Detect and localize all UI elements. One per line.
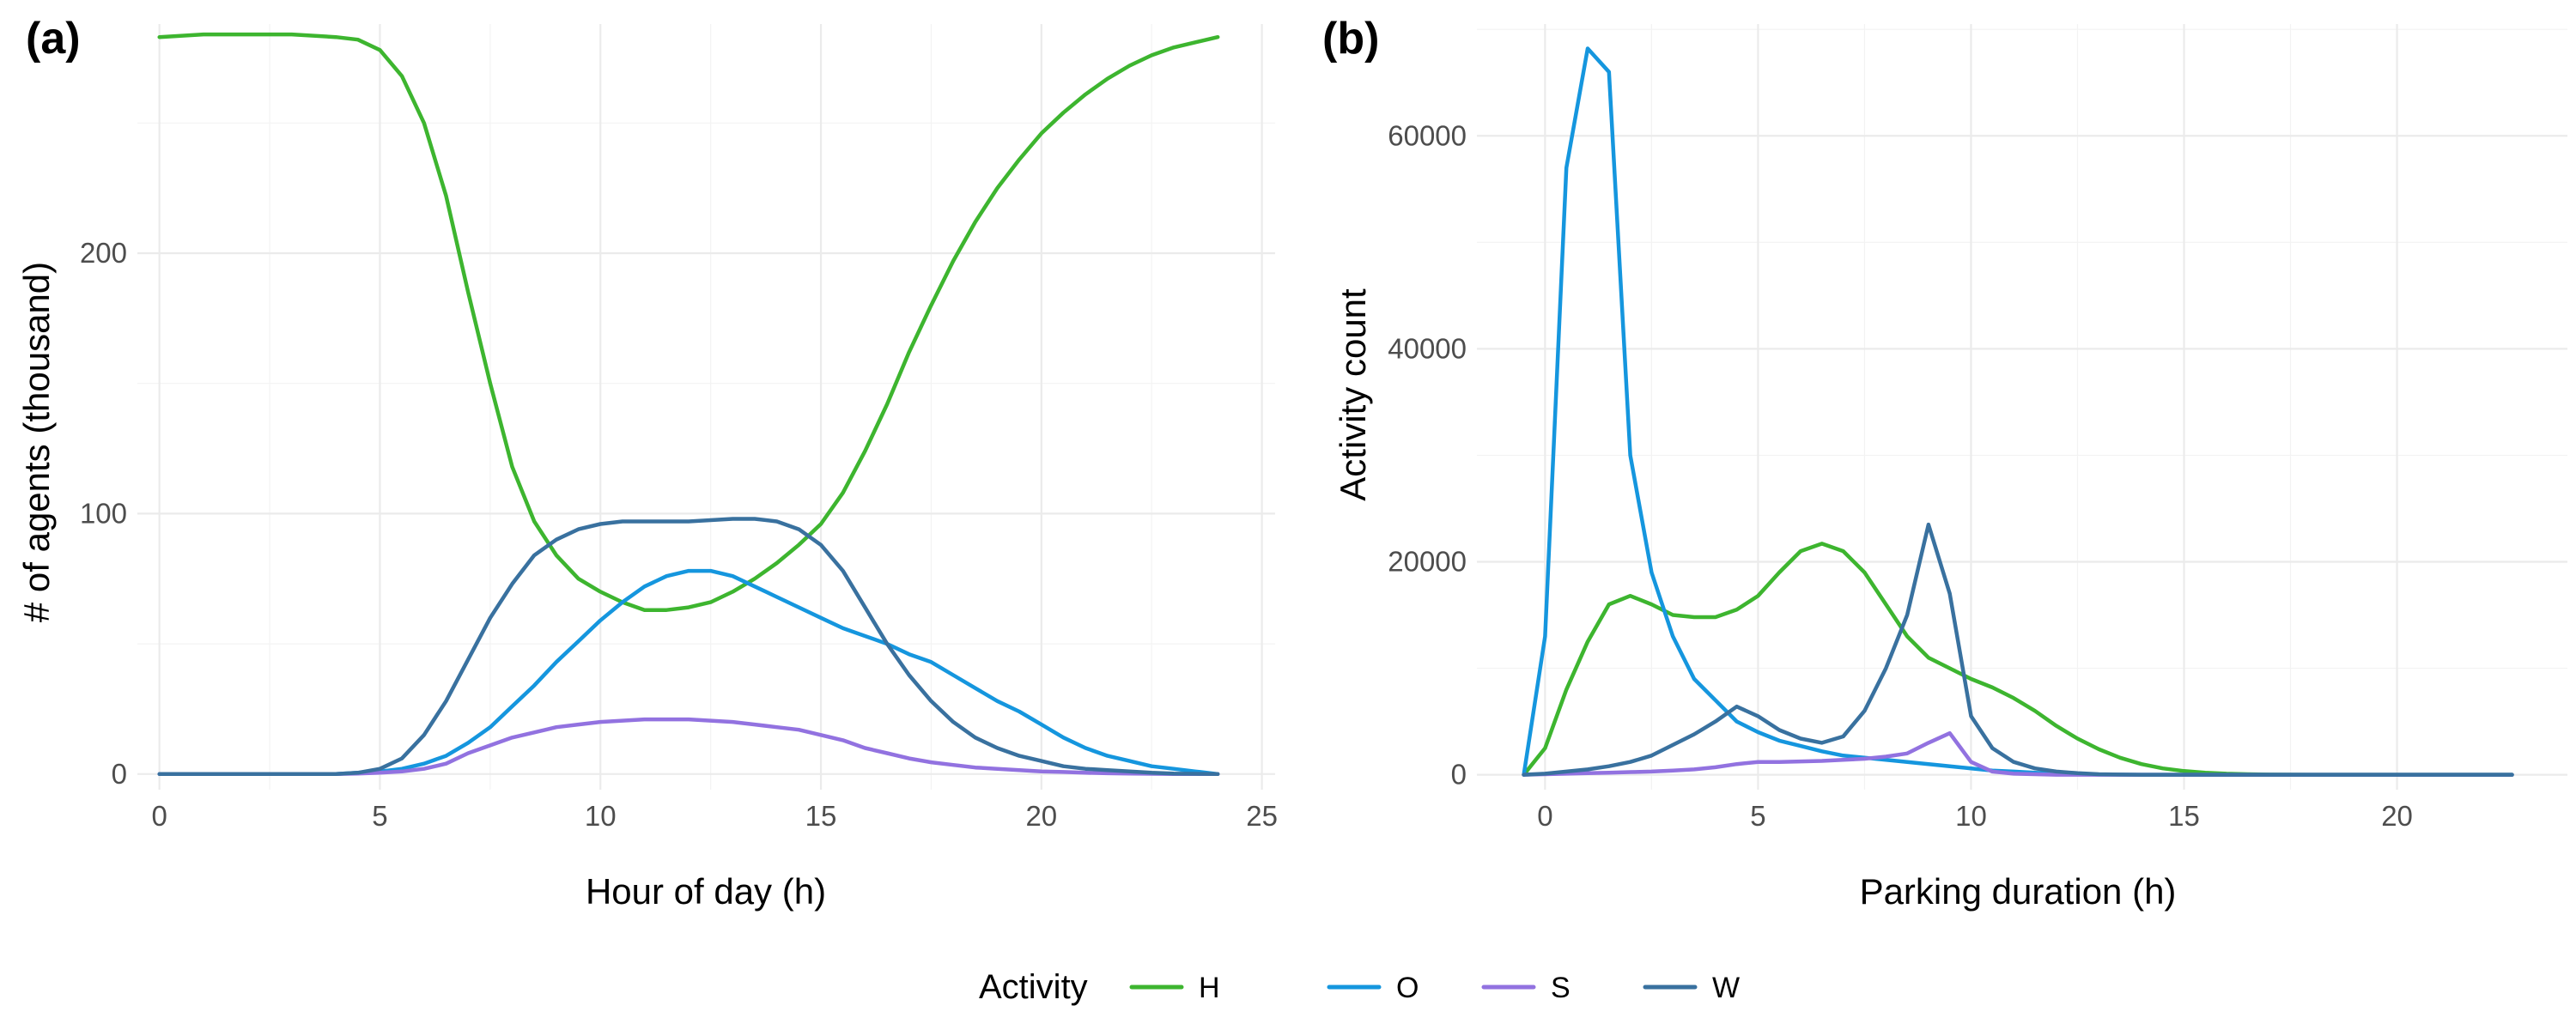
panel-b-x-axis-title: Parking duration (h) <box>1860 871 2177 912</box>
x-tick-label: 15 <box>805 800 837 832</box>
y-tick-label: 20000 <box>1388 546 1467 578</box>
y-tick-label: 0 <box>1451 759 1467 791</box>
x-tick-label: 20 <box>1025 800 1057 832</box>
series-line-O <box>1522 46 2514 777</box>
x-tick-label: 5 <box>372 800 387 832</box>
series-line-S <box>157 717 1220 777</box>
y-tick-label: 200 <box>80 237 127 269</box>
legend-label-H: H <box>1199 972 1220 1004</box>
panel-a-label: (a) <box>26 14 81 64</box>
x-tick-label: 5 <box>1750 800 1765 832</box>
panel-a-y-axis-title: # of agents (thousand) <box>16 262 57 622</box>
series-line-S <box>1522 730 2514 777</box>
legend: Activity H O S W <box>979 968 1740 1006</box>
series-line-H <box>157 32 1220 612</box>
y-tick-label: 0 <box>112 758 127 790</box>
legend-label-W: W <box>1712 972 1740 1004</box>
y-tick-label: 100 <box>80 497 127 529</box>
x-tick-label: 20 <box>2381 800 2413 832</box>
legend-label-O: O <box>1396 972 1419 1004</box>
x-tick-label: 25 <box>1246 800 1278 832</box>
panel-a-gridlines <box>137 24 1275 790</box>
series-line-W <box>157 517 1220 777</box>
y-tick-label: 40000 <box>1388 332 1467 364</box>
panel-b-y-axis-title: Activity count <box>1333 288 1373 501</box>
panel-b-gridlines <box>1477 24 2567 790</box>
panel-b-y-tick-labels: 0 20000 40000 60000 <box>1388 119 1467 790</box>
panel-b-x-tick-labels: 0 5 10 15 20 <box>1537 800 2413 832</box>
y-tick-label: 60000 <box>1388 119 1467 151</box>
panel-b-label: (b) <box>1322 14 1379 64</box>
panel-a-x-axis-title: Hour of day (h) <box>586 871 826 912</box>
panel-a-x-tick-labels: 0 5 10 15 20 25 <box>151 800 1277 832</box>
panel-a-series <box>157 32 1220 777</box>
panel-b: 0 5 10 15 20 0 20000 40000 60000 (b) Parking du… <box>1322 14 2567 912</box>
legend-label-S: S <box>1551 972 1571 1004</box>
panel-a-y-tick-labels: 0 100 200 <box>80 237 127 790</box>
legend-title: Activity <box>979 968 1088 1006</box>
series-line-O <box>157 568 1220 777</box>
x-tick-label: 0 <box>1537 800 1552 832</box>
x-tick-label: 10 <box>585 800 617 832</box>
x-tick-label: 0 <box>151 800 167 832</box>
x-tick-label: 10 <box>1955 800 1987 832</box>
panel-a: 0 5 10 15 20 25 0 100 200 (a) Hour of day (h) #… <box>16 14 1278 912</box>
panel-b-series <box>1522 46 2514 777</box>
series-line-W <box>1522 522 2514 777</box>
series-line-H <box>1522 542 2514 777</box>
x-tick-label: 15 <box>2168 800 2200 832</box>
